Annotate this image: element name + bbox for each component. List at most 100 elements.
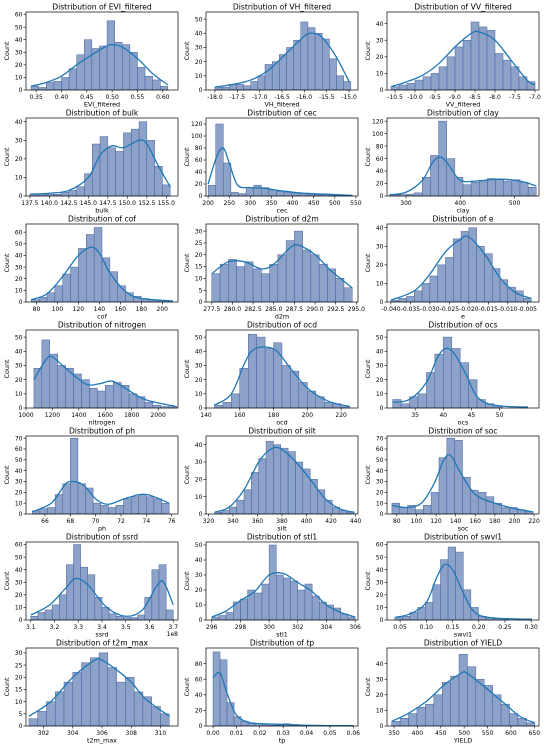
histogram-bar bbox=[68, 190, 77, 197]
y-tick-label: 0 bbox=[380, 617, 384, 624]
histogram-bar bbox=[151, 569, 160, 621]
histogram-bar bbox=[114, 41, 123, 91]
histogram-bar bbox=[70, 266, 79, 303]
histogram-bar bbox=[277, 254, 287, 303]
y-axis-label: Count bbox=[364, 41, 372, 60]
x-axis-label: silt bbox=[277, 525, 287, 533]
histogram-bar bbox=[495, 179, 504, 197]
x-tick-label: 3.2 bbox=[50, 624, 60, 631]
axes-frame bbox=[25, 223, 179, 303]
axes-frame bbox=[386, 329, 540, 409]
histogram-bar bbox=[229, 506, 237, 515]
y-tick-label: 40 bbox=[15, 468, 23, 475]
histogram-bar bbox=[215, 123, 224, 197]
histogram-bar bbox=[46, 82, 55, 91]
axes-frame bbox=[205, 541, 359, 621]
x-tick-label: 200 bbox=[157, 306, 169, 313]
histogram-bar bbox=[291, 192, 300, 197]
histogram-bar bbox=[347, 616, 356, 621]
histogram-bar bbox=[414, 79, 424, 91]
x-tick-label: 0.55 bbox=[131, 94, 145, 101]
y-tick-label: 20 bbox=[376, 490, 384, 497]
histogram-bar bbox=[286, 47, 294, 91]
x-axis-label: ph bbox=[98, 525, 106, 533]
x-tick-label: 0.35 bbox=[29, 94, 43, 101]
histogram-bar bbox=[311, 595, 320, 621]
histogram-bar bbox=[87, 574, 96, 621]
x-tick-label: 155.0 bbox=[158, 200, 175, 207]
y-tick-label: 0 bbox=[380, 87, 384, 94]
histogram-bar bbox=[462, 39, 472, 91]
histogram-panel: Distribution of nitrogen 0 10 20 30 40 50 1000 1… bbox=[2, 320, 185, 427]
y-tick-label: 10 bbox=[15, 288, 23, 295]
histogram-bar bbox=[109, 271, 118, 303]
y-tick-label: 40 bbox=[15, 37, 23, 44]
y-tick-label: 10 bbox=[376, 605, 384, 612]
x-tick-label: 220 bbox=[528, 518, 540, 525]
histogram-bar bbox=[49, 353, 58, 409]
y-tick-label: 120 bbox=[372, 118, 384, 125]
x-tick-label: 160 bbox=[115, 306, 127, 313]
x-tick-label: 300 bbox=[263, 624, 275, 631]
histogram-bar bbox=[221, 510, 230, 515]
histogram-bar bbox=[219, 263, 229, 303]
x-tick-label: 500 bbox=[458, 730, 470, 737]
x-tick-label: 400 bbox=[455, 200, 467, 207]
y-tick-label: 60 bbox=[15, 12, 23, 19]
histogram-bar bbox=[413, 192, 423, 197]
histogram-panel: Distribution of e 0 10 20 30 40 -0.040 -0.035 -0… bbox=[363, 214, 546, 321]
y-tick-label: 10 bbox=[195, 276, 203, 283]
histogram-bar bbox=[101, 257, 111, 303]
y-tick-label: 40 bbox=[195, 169, 203, 176]
histogram-bar bbox=[454, 440, 463, 515]
x-tick-label: 304 bbox=[321, 624, 333, 631]
x-tick-label: 300 bbox=[245, 200, 257, 207]
x-axis-multiplier: 1e8 bbox=[167, 631, 179, 638]
histogram-bar bbox=[527, 187, 537, 197]
histogram-bar bbox=[78, 248, 87, 303]
x-tick-label: 66 bbox=[41, 518, 49, 525]
histogram-bar bbox=[161, 502, 170, 515]
histogram-panel: Distribution of stl1 0 10 20 30 40 50 296 298 300… bbox=[182, 532, 365, 639]
x-tick-label: 295.0 bbox=[348, 306, 365, 313]
x-tick-label: 550 bbox=[482, 730, 494, 737]
histogram-bar bbox=[509, 713, 519, 727]
y-tick-label: 10 bbox=[376, 391, 384, 398]
y-tick-label: 0 bbox=[19, 723, 23, 730]
histogram-bar bbox=[236, 266, 246, 303]
histogram-bar bbox=[123, 498, 132, 515]
y-tick-label: 20 bbox=[195, 708, 203, 715]
kde-line bbox=[389, 156, 537, 196]
kde-line bbox=[33, 355, 177, 408]
y-axis-label: Count bbox=[364, 677, 372, 696]
kde-line bbox=[32, 480, 170, 513]
histogram-bar bbox=[60, 192, 70, 197]
histogram-panel: Distribution of cec 0 20 40 60 80 100 120 200 250… bbox=[182, 108, 365, 215]
x-tick-label: 340 bbox=[227, 518, 239, 525]
histogram-bar bbox=[322, 38, 330, 91]
histogram-svg: Distribution of soc 0 10 20 30 40 50 60 70 80 100 1… bbox=[364, 427, 540, 533]
histogram-bar bbox=[218, 615, 227, 621]
x-tick-label: 302 bbox=[292, 624, 304, 631]
histogram-bar bbox=[302, 249, 312, 303]
y-tick-label: 0 bbox=[19, 193, 23, 200]
x-tick-label: 180 bbox=[489, 518, 501, 525]
histogram-svg: Distribution of tp 0 20 40 60 80 0.00 0.01 0.02 0… bbox=[183, 639, 360, 745]
y-tick-label: 20 bbox=[195, 252, 203, 259]
x-tick-label: 320 bbox=[203, 518, 215, 525]
histogram-bar bbox=[72, 672, 82, 727]
y-tick-label: 0 bbox=[199, 299, 203, 306]
x-tick-label: -8.5 bbox=[469, 94, 481, 101]
histogram-bar bbox=[115, 505, 124, 515]
histogram-bar bbox=[426, 372, 436, 409]
histogram-bar bbox=[152, 79, 161, 91]
histogram-bar bbox=[523, 298, 532, 303]
histogram-bar bbox=[492, 268, 501, 303]
histogram-bar bbox=[55, 691, 65, 727]
y-tick-label: 30 bbox=[376, 579, 384, 586]
chart-title: Distribution of bulk bbox=[66, 109, 139, 118]
histogram-bar bbox=[63, 681, 73, 727]
y-axis-label: Count bbox=[364, 253, 372, 272]
